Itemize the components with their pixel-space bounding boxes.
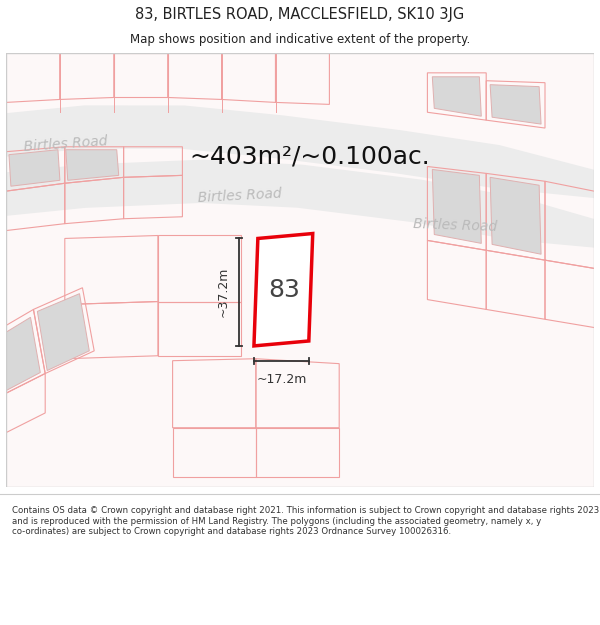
Text: Birtles Road: Birtles Road <box>413 217 497 234</box>
Polygon shape <box>433 169 481 243</box>
Polygon shape <box>490 84 541 124</box>
Text: Birtles Road: Birtles Road <box>23 134 109 154</box>
Text: Contains OS data © Crown copyright and database right 2021. This information is : Contains OS data © Crown copyright and d… <box>12 506 599 536</box>
Polygon shape <box>490 177 541 254</box>
Polygon shape <box>0 318 40 393</box>
Text: ~17.2m: ~17.2m <box>256 372 307 386</box>
Polygon shape <box>0 106 600 201</box>
Text: ~403m²/~0.100ac.: ~403m²/~0.100ac. <box>190 144 430 169</box>
Text: ~37.2m: ~37.2m <box>217 267 229 318</box>
Polygon shape <box>254 234 313 346</box>
Polygon shape <box>433 77 481 116</box>
Polygon shape <box>66 150 119 180</box>
Text: Map shows position and indicative extent of the property.: Map shows position and indicative extent… <box>130 32 470 46</box>
Polygon shape <box>37 294 89 371</box>
Text: 83: 83 <box>268 278 300 302</box>
Polygon shape <box>0 159 600 251</box>
Text: Birtles Road: Birtles Road <box>197 187 282 205</box>
Polygon shape <box>9 150 60 186</box>
Polygon shape <box>6 53 594 487</box>
Text: 83, BIRTLES ROAD, MACCLESFIELD, SK10 3JG: 83, BIRTLES ROAD, MACCLESFIELD, SK10 3JG <box>136 6 464 21</box>
